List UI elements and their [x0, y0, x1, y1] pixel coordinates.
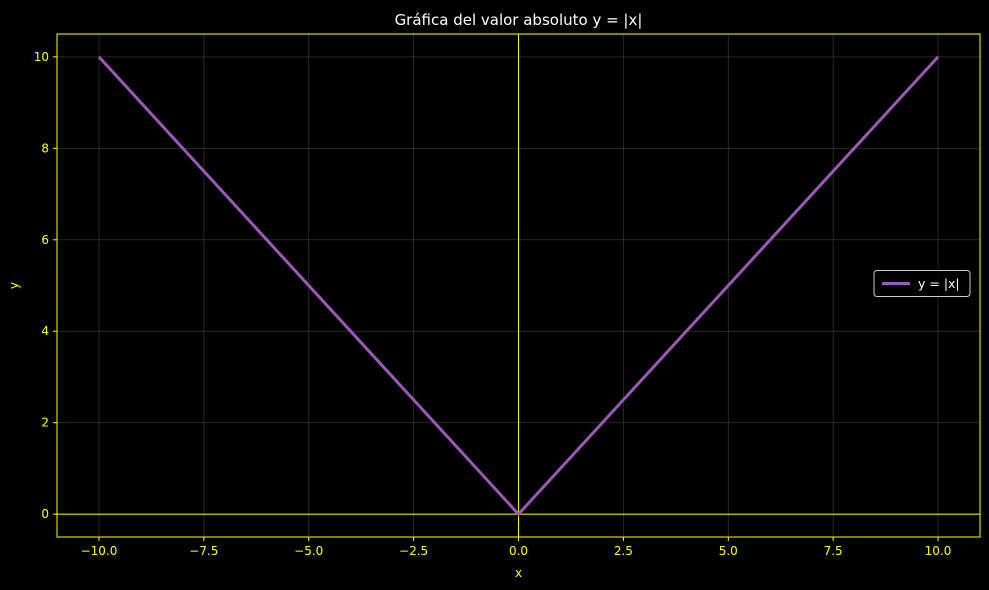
series-line: [97, 55, 940, 517]
x-axis-label: x: [515, 566, 522, 580]
x-tick-label: −10.0: [81, 544, 118, 558]
x-tick-label: 5.0: [719, 544, 738, 558]
chart-title: Gráfica del valor absoluto y = |x|: [395, 11, 643, 29]
y-axis-label: y: [7, 282, 21, 289]
y-tick-label: 6: [41, 233, 49, 247]
x-tick-label: −7.5: [189, 544, 218, 558]
x-tick-label: 0.0: [509, 544, 528, 558]
y-tick-label: 2: [41, 416, 49, 430]
series-layer: [97, 55, 940, 517]
y-tick-label: 10: [34, 50, 49, 64]
y-tick-label: 0: [41, 507, 49, 521]
x-tick-label: 7.5: [824, 544, 843, 558]
y-tick-label: 4: [41, 324, 49, 338]
x-axis-ticks: −10.0 −7.5 −5.0 −2.5 0.0 2.5 5.0 7.5 10.0: [81, 537, 952, 558]
legend-label: y = |x|: [918, 276, 960, 291]
x-tick-label: 10.0: [925, 544, 952, 558]
legend: y = |x|: [873, 270, 971, 297]
x-tick-label: −2.5: [399, 544, 428, 558]
legend-box: [873, 270, 971, 297]
x-tick-label: −5.0: [294, 544, 323, 558]
y-tick-label: 8: [41, 141, 49, 155]
x-tick-label: 2.5: [614, 544, 633, 558]
y-axis-ticks: 0 2 4 6 8 10: [34, 50, 57, 521]
